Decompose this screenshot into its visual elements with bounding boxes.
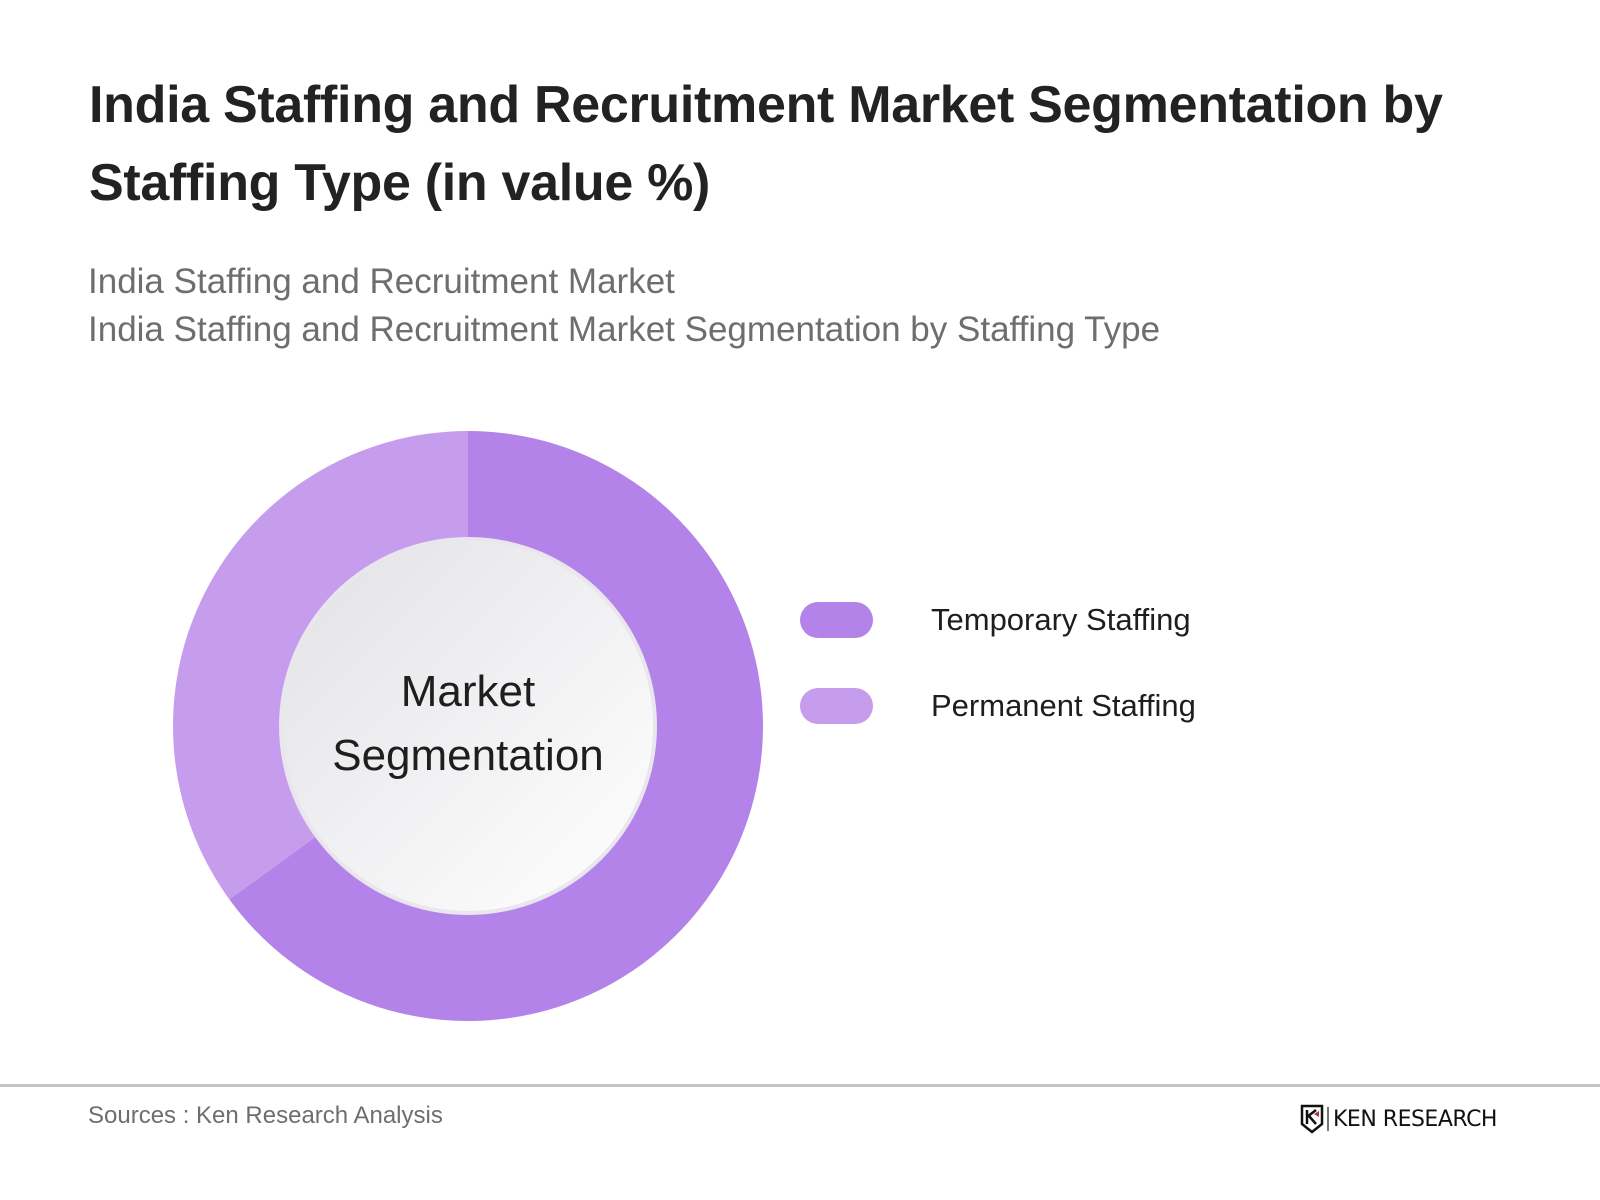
chart-subtitle: India Staffing and Recruitment Market In… xyxy=(88,258,1488,354)
legend-swatch-temporary xyxy=(800,602,873,638)
center-label-line-1: Market xyxy=(400,667,536,716)
legend-label: Temporary Staffing xyxy=(931,602,1191,637)
ken-research-k-shield-icon xyxy=(1300,1104,1324,1134)
donut-center-disc xyxy=(283,541,653,911)
ken-research-logo: KEN RESEARCH xyxy=(1300,1104,1497,1134)
footer-divider xyxy=(0,1084,1600,1087)
sources-note: Sources : Ken Research Analysis xyxy=(88,1102,443,1129)
subtitle-line-2: India Staffing and Recruitment Market Se… xyxy=(88,310,1161,349)
subtitle-line-1: India Staffing and Recruitment Market xyxy=(88,262,675,301)
center-label-line-2: Segmentation xyxy=(332,731,604,780)
legend-label: Permanent Staffing xyxy=(931,688,1196,723)
donut-center-label: Market Segmentation xyxy=(318,660,618,788)
logo-separator xyxy=(1327,1107,1329,1131)
chart-title: India Staffing and Recruitment Market Se… xyxy=(89,76,1443,212)
logo-text: KEN RESEARCH xyxy=(1333,1106,1497,1132)
legend-swatch-permanent xyxy=(800,688,873,724)
